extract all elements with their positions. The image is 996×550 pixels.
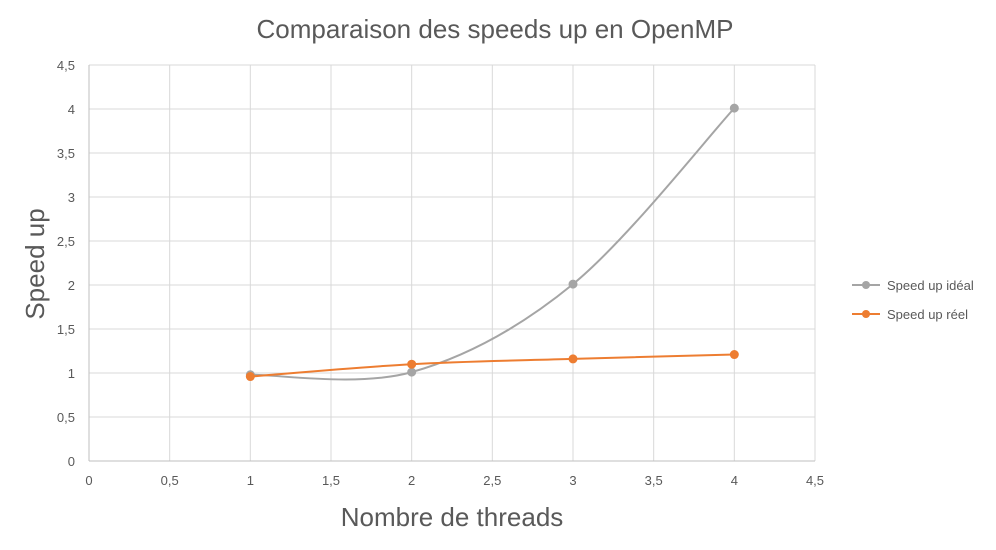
y-tick-label: 3 xyxy=(68,190,75,205)
axes: 0 0,5 1 1,5 2 2,5 3 3,5 4 4,5 0 0,5 1 1,5 2 2,5 3 3,5 4 4,5 xyxy=(57,58,824,488)
x-tick-label: 4 xyxy=(731,473,738,488)
series-line-speed-up-ideal xyxy=(250,107,736,381)
y-tick-label: 2 xyxy=(68,278,75,293)
legend-marker-speed-up-ideal xyxy=(862,281,870,289)
x-tick-label: 0 xyxy=(85,473,92,488)
y-tick-label: 1,5 xyxy=(57,322,75,337)
legend-label-speed-up-ideal: Speed up idéal xyxy=(887,278,974,293)
data-point-speed-up-reel xyxy=(245,372,255,382)
y-tick-label: 3,5 xyxy=(57,146,75,161)
y-tick-label: 0 xyxy=(68,454,75,469)
data-point-speed-up-reel xyxy=(568,354,578,364)
y-tick-label: 1 xyxy=(68,366,75,381)
grid xyxy=(88,64,816,462)
y-tick-label: 2,5 xyxy=(57,234,75,249)
x-axis-label: Nombre de threads xyxy=(341,502,564,532)
legend: Speed up idéal Speed up réel xyxy=(852,278,974,322)
chart-title: Comparaison des speeds up en OpenMP xyxy=(257,14,734,44)
x-tick-label: 0,5 xyxy=(161,473,179,488)
y-tick-label: 0,5 xyxy=(57,410,75,425)
x-tick-label: 1 xyxy=(247,473,254,488)
data-point-speed-up-reel xyxy=(407,359,417,369)
data-point-speed-up-ideal xyxy=(407,367,417,377)
x-tick-label: 1,5 xyxy=(322,473,340,488)
x-tick-label: 3 xyxy=(569,473,576,488)
y-axis-label: Speed up xyxy=(20,208,50,319)
series xyxy=(245,103,739,382)
series-line-speed-up-reel xyxy=(250,353,735,378)
data-point-speed-up-reel xyxy=(729,350,739,360)
legend-label-speed-up-reel: Speed up réel xyxy=(887,307,968,322)
data-point-speed-up-ideal xyxy=(729,103,739,113)
y-tick-label: 4,5 xyxy=(57,58,75,73)
x-tick-label: 2 xyxy=(408,473,415,488)
legend-marker-speed-up-reel xyxy=(862,310,870,318)
x-tick-label: 2,5 xyxy=(483,473,501,488)
x-tick-label: 3,5 xyxy=(645,473,663,488)
y-tick-label: 4 xyxy=(68,102,75,117)
data-point-speed-up-ideal xyxy=(568,279,578,289)
x-tick-label: 4,5 xyxy=(806,473,824,488)
